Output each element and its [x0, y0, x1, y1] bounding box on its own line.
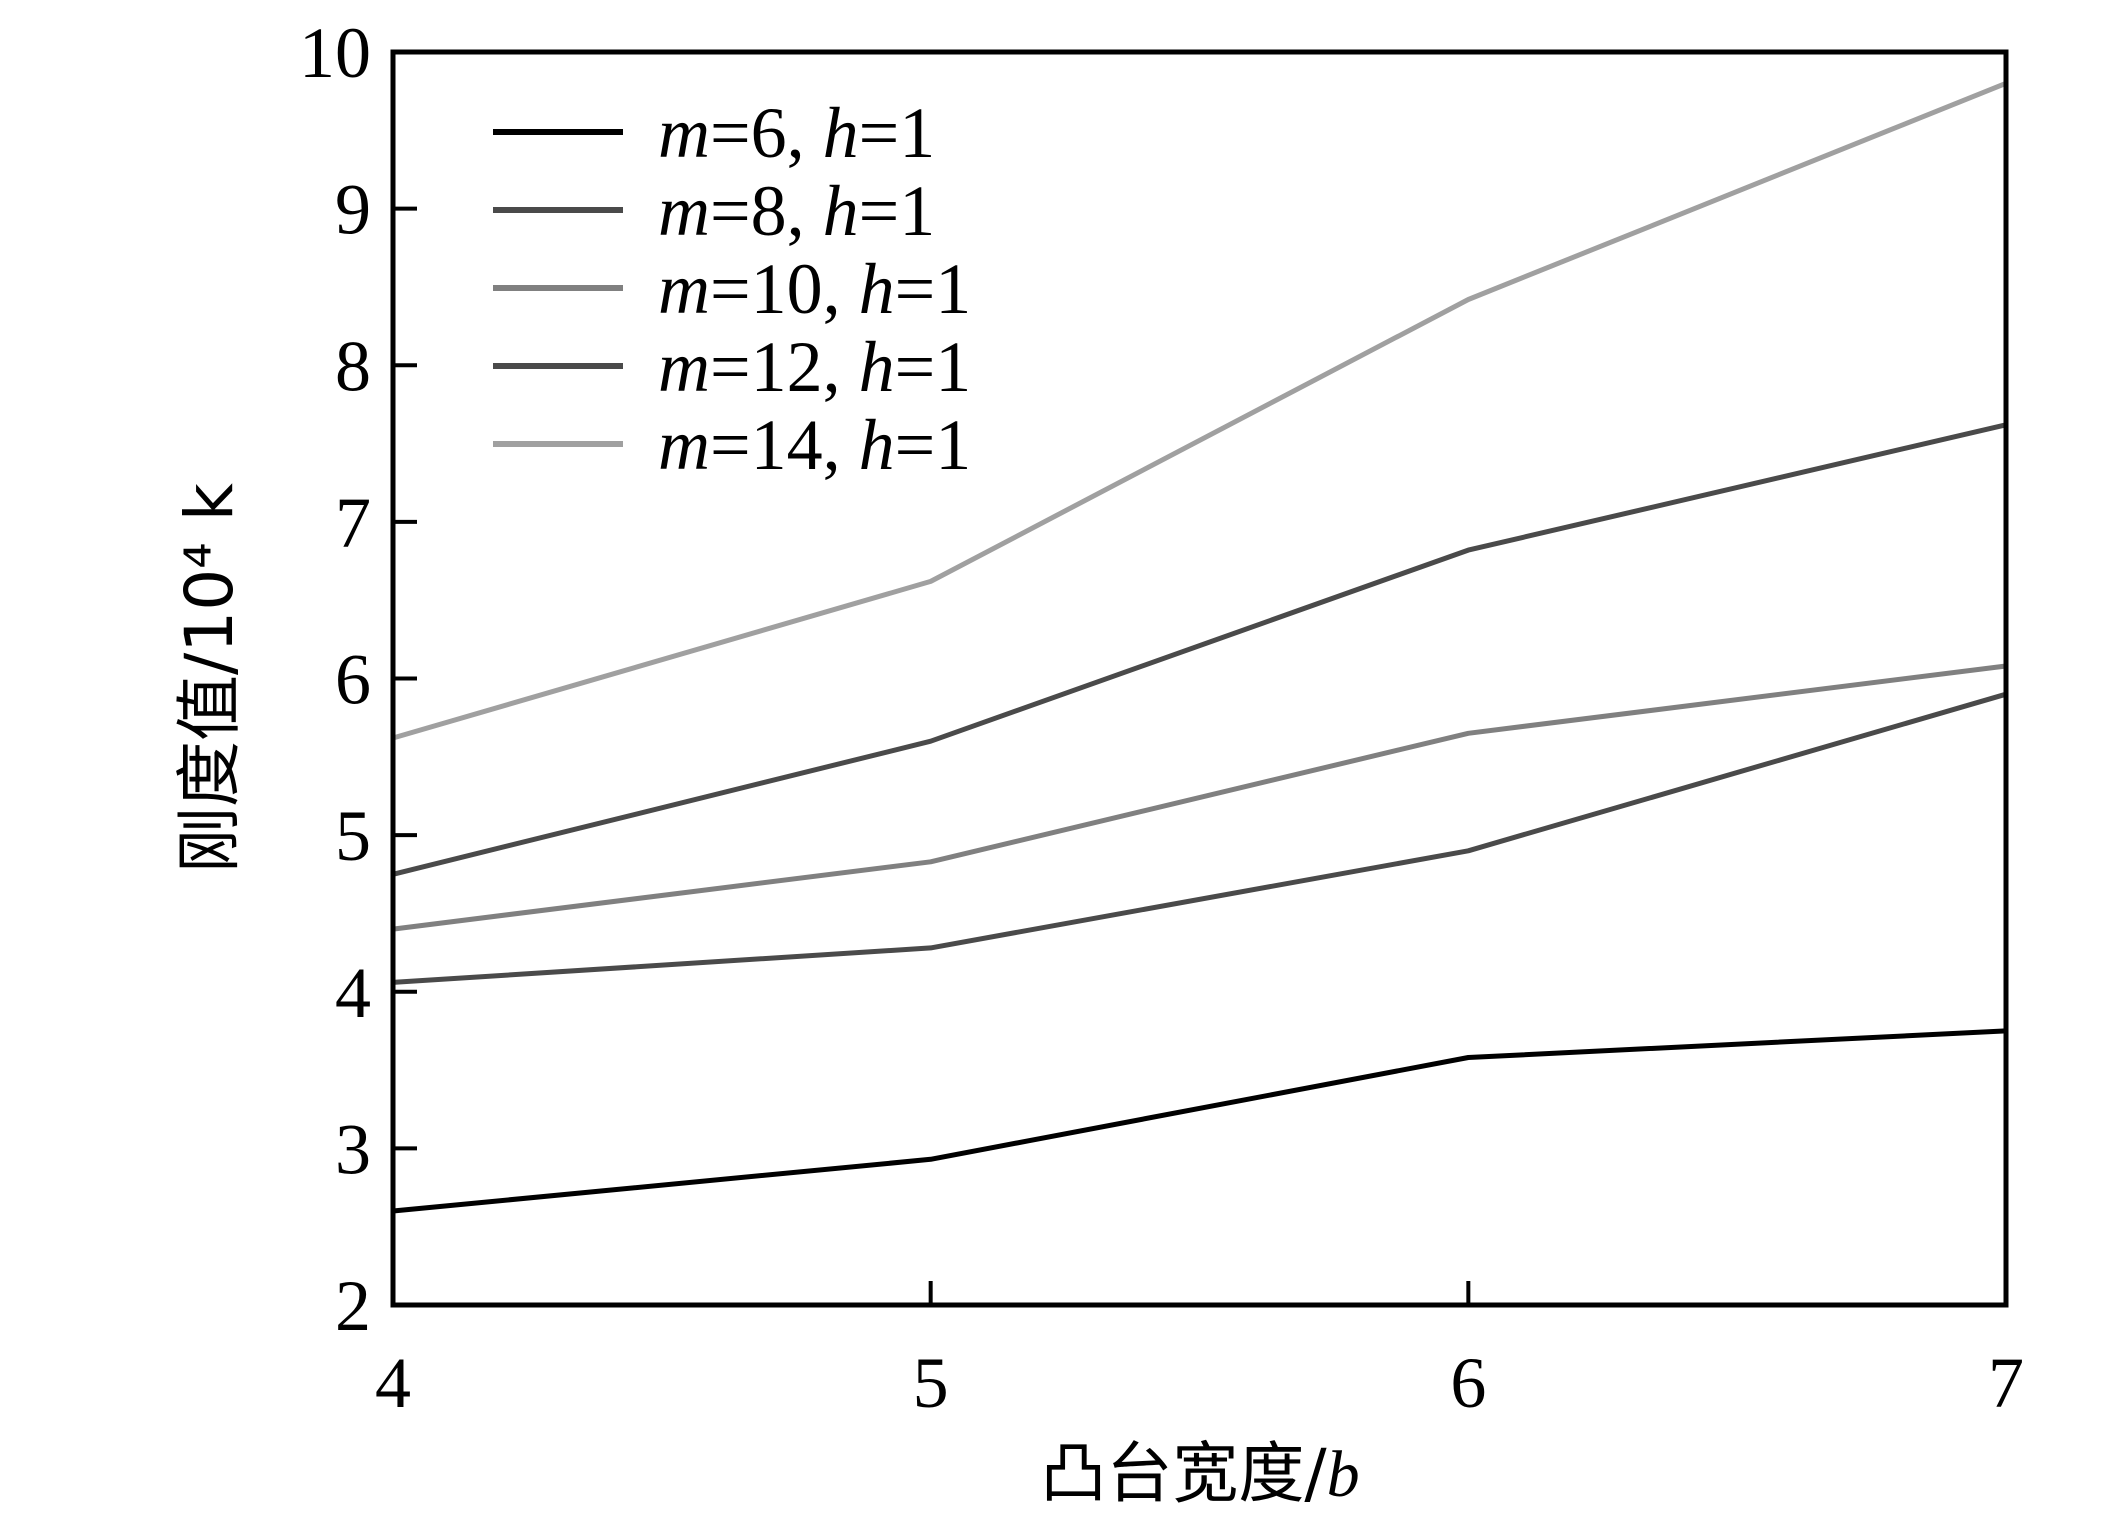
legend: m=6, h=1m=8, h=1m=10, h=1m=12, h=1m=14, … [493, 93, 971, 485]
y-tick-label: 9 [335, 170, 371, 250]
series-line-5 [392, 80, 2007, 741]
series-lines [392, 80, 2007, 1214]
tick-labels: 2 3 4 5 6 7 8 9 10 4 5 6 7 [299, 13, 2024, 1423]
legend-label-5: m=14, h=1 [658, 405, 971, 485]
y-tick-label: 2 [335, 1266, 371, 1346]
legend-label-4: m=12, h=1 [658, 327, 971, 407]
series-line-3 [392, 663, 2007, 932]
plot-frame [390, 49, 2009, 1308]
y-tick-label: 7 [335, 483, 371, 563]
y-tick-label: 4 [335, 953, 371, 1033]
series-line-2 [392, 691, 2007, 985]
x-tick-label: 7 [1988, 1343, 2024, 1423]
y-tick-label: 6 [335, 640, 371, 720]
y-tick-label: 10 [299, 13, 371, 93]
x-tick-label: 6 [1450, 1343, 1486, 1423]
x-axis-label: 凸台宽度/b [1040, 1435, 1359, 1512]
legend-label-3: m=10, h=1 [658, 249, 971, 329]
y-tick-label: 5 [335, 796, 371, 876]
y-axis-label: 刚度值/10⁴ k [171, 482, 248, 873]
tick-marks [391, 50, 2008, 1307]
series-line-1 [392, 1028, 2007, 1214]
legend-label-1: m=6, h=1 [658, 93, 935, 173]
x-tick-label: 4 [375, 1343, 411, 1423]
legend-label-2: m=8, h=1 [658, 171, 935, 251]
y-tick-label: 3 [335, 1109, 371, 1189]
y-tick-label: 8 [335, 326, 371, 406]
series-line-4 [392, 422, 2007, 877]
x-tick-label: 5 [913, 1343, 949, 1423]
